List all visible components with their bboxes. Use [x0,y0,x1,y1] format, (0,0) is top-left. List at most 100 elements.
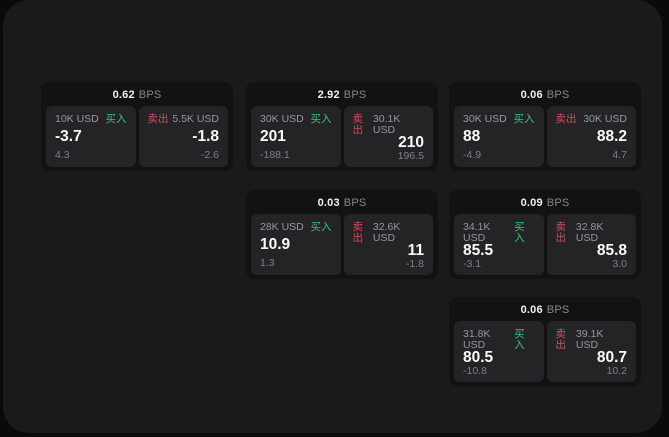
sell-label: 卖出 [555,328,567,351]
buy-change: 4.3 [55,148,70,161]
bps-header: 0.62 BPS [41,82,233,105]
buy-amount: 10K USD [55,113,99,125]
sell-label: 卖出 [555,221,567,244]
sell-panel[interactable]: 卖出 5.5K USD -1.8 -2.6 [138,106,228,167]
sell-label: 卖出 [352,221,364,244]
sell-amount: 32.8K USD [575,221,604,244]
bps-header: 0.06 BPS [449,297,641,320]
quote-card: 0.03 BPS 28K USD 买入 10.9 1.3 卖出 32.6K US… [246,190,438,279]
buy-amount: 34.1K USD [463,221,491,244]
sell-panel-top: 卖出 30K USD [556,114,628,125]
buy-amount: 30K USD [463,113,507,125]
bps-header: 2.92 BPS [246,82,438,105]
sell-panel[interactable]: 卖出 39.1K USD 80.7 10.2 [546,321,636,382]
sell-amount: 30K USD [583,113,627,125]
sell-change: 4.7 [612,148,627,161]
sell-change: 3.0 [612,257,627,270]
bps-unit-label: BPS [546,196,570,209]
quotes-panel: 0.62 BPS 10K USD 买入 -3.7 4.3 卖出 5.5K USD… [3,0,662,433]
buy-panel-top: 30K USD 买入 [260,114,332,125]
card-body: 34.1K USD 买入 85.5 -3.1 卖出 32.8K USD 85.8… [449,213,641,275]
sell-price: 85.8 [596,242,627,259]
buy-price: 201 [260,128,286,146]
buy-price: 85.5 [463,242,494,259]
sell-label: 卖出 [555,113,577,125]
bps-value: 0.09 [520,196,543,209]
buy-amount: 30K USD [260,113,304,125]
buy-change: -3.1 [463,257,482,270]
sell-amount: 5.5K USD [172,113,219,125]
buy-change: -10.8 [463,364,487,377]
quote-card: 2.92 BPS 30K USD 买入 201 -188.1 卖出 30.1K … [246,82,438,171]
buy-panel[interactable]: 30K USD 买入 201 -188.1 [251,106,341,167]
buy-change: -4.9 [463,148,482,161]
cards-grid: 0.62 BPS 10K USD 买入 -3.7 4.3 卖出 5.5K USD… [3,0,662,433]
sell-panel-top: 卖出 32.6K USD [353,222,425,243]
buy-panel-top: 34.1K USD 买入 [463,222,535,243]
bps-header: 0.03 BPS [246,190,438,213]
sell-price: -1.8 [192,128,219,146]
sell-change: -1.8 [405,257,424,270]
sell-amount: 39.1K USD [575,328,604,351]
sell-panel[interactable]: 卖出 32.8K USD 85.8 3.0 [546,214,636,275]
buy-label: 买入 [514,328,525,351]
sell-amount: 32.6K USD [372,221,401,244]
bps-value: 0.06 [520,88,543,101]
buy-panel-top: 30K USD 买入 [463,114,535,125]
bps-unit-label: BPS [343,196,367,209]
sell-change: -2.6 [200,148,219,161]
sell-label: 卖出 [352,113,364,136]
buy-price: -3.7 [55,128,82,146]
sell-change: 196.5 [397,149,424,162]
buy-label: 买入 [514,221,525,244]
sell-price: 88.2 [596,128,627,146]
buy-amount: 28K USD [260,221,304,233]
buy-price: 88 [463,128,481,146]
sell-panel-top: 卖出 30.1K USD [353,114,425,135]
bps-unit-label: BPS [546,303,570,316]
buy-change: -188.1 [260,148,290,161]
quote-card: 0.09 BPS 34.1K USD 买入 85.5 -3.1 卖出 32.8K… [449,190,641,279]
buy-panel[interactable]: 31.8K USD 买入 80.5 -10.8 [454,321,544,382]
quote-card: 0.62 BPS 10K USD 买入 -3.7 4.3 卖出 5.5K USD… [41,82,233,171]
card-body: 10K USD 买入 -3.7 4.3 卖出 5.5K USD -1.8 -2.… [41,105,233,167]
buy-panel-top: 28K USD 买入 [260,222,332,233]
bps-header: 0.09 BPS [449,190,641,213]
card-body: 28K USD 买入 10.9 1.3 卖出 32.6K USD 11 -1.8 [246,213,438,275]
quote-card: 0.06 BPS 30K USD 买入 88 -4.9 卖出 30K USD 8… [449,82,641,171]
buy-label: 买入 [310,113,332,125]
buy-panel-top: 31.8K USD 买入 [463,329,535,350]
bps-value: 2.92 [317,88,340,101]
quote-card: 0.06 BPS 31.8K USD 买入 80.5 -10.8 卖出 39.1… [449,297,641,386]
buy-amount: 31.8K USD [463,328,491,351]
bps-value: 0.06 [520,303,543,316]
buy-panel[interactable]: 28K USD 买入 10.9 1.3 [251,214,341,275]
sell-panel[interactable]: 卖出 30K USD 88.2 4.7 [546,106,636,167]
sell-price: 210 [398,134,424,151]
card-body: 30K USD 买入 201 -188.1 卖出 30.1K USD 210 1… [246,105,438,167]
buy-label: 买入 [310,221,332,233]
buy-label: 买入 [513,113,535,125]
sell-panel-top: 卖出 5.5K USD [148,114,220,125]
card-body: 31.8K USD 买入 80.5 -10.8 卖出 39.1K USD 80.… [449,320,641,382]
sell-panel[interactable]: 卖出 32.6K USD 11 -1.8 [343,214,433,275]
buy-price: 80.5 [463,349,494,366]
buy-panel[interactable]: 34.1K USD 买入 85.5 -3.1 [454,214,544,275]
bps-value: 0.62 [112,88,135,101]
sell-panel[interactable]: 卖出 30.1K USD 210 196.5 [343,106,433,167]
buy-label: 买入 [105,113,127,125]
bps-unit-label: BPS [343,88,367,101]
buy-panel[interactable]: 10K USD 买入 -3.7 4.3 [46,106,136,167]
sell-price: 11 [407,242,424,259]
bps-unit-label: BPS [138,88,162,101]
sell-label: 卖出 [147,113,169,125]
buy-change: 1.3 [260,256,275,269]
bps-header: 0.06 BPS [449,82,641,105]
sell-panel-top: 卖出 39.1K USD [556,329,628,350]
sell-price: 80.7 [596,349,627,366]
bps-unit-label: BPS [546,88,570,101]
sell-change: 10.2 [606,364,627,377]
buy-panel[interactable]: 30K USD 买入 88 -4.9 [454,106,544,167]
sell-amount: 30.1K USD [372,113,401,136]
